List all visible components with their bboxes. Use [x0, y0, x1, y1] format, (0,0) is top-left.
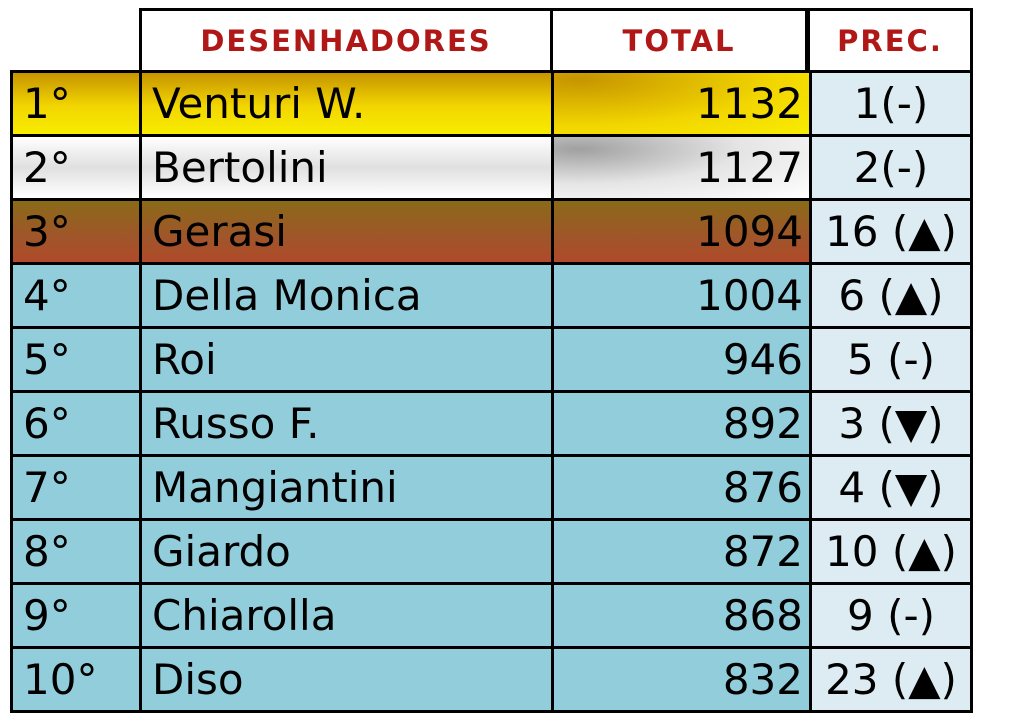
- name-cell: Chiarolla: [139, 582, 551, 646]
- name-cell: Diso: [139, 646, 551, 713]
- header-total: TOTAL: [550, 8, 808, 71]
- name-cell: Mangiantini: [139, 454, 551, 518]
- prec-cell: 10 (▲): [809, 518, 973, 582]
- total-cell: 868: [551, 582, 809, 646]
- rank-cell: 3°: [10, 198, 139, 262]
- prec-cell: 23 (▲): [809, 646, 973, 713]
- table-row: 4° Della Monica 1004 6 (▲): [10, 262, 973, 326]
- table-row: 6° Russo F. 892 3 (▼): [10, 390, 973, 454]
- rank-cell: 7°: [10, 454, 139, 518]
- table-row: 5° Roi 946 5 (-): [10, 326, 973, 390]
- name-cell: Gerasi: [139, 198, 551, 262]
- table-row: 2° Bertolini 1127 2(-): [10, 134, 973, 198]
- ranking-table: 1° Venturi W. 1132 1(-) 2° Bertolini 1127 2(-) 3…: [10, 70, 973, 713]
- rank-cell: 8°: [10, 518, 139, 582]
- prec-cell: 5 (-): [809, 326, 973, 390]
- table-row: 1° Venturi W. 1132 1(-): [10, 70, 973, 134]
- table-row: 3° Gerasi 1094 16 (▲): [10, 198, 973, 262]
- rank-cell: 1°: [10, 70, 139, 134]
- header-prec: PREC.: [807, 8, 973, 71]
- total-cell: 832: [551, 646, 809, 713]
- total-cell: 1094: [551, 198, 809, 262]
- total-cell: 1127: [551, 134, 809, 198]
- prec-cell: 6 (▲): [809, 262, 973, 326]
- table-row: 7° Mangiantini 876 4 (▼): [10, 454, 973, 518]
- rank-cell: 2°: [10, 134, 139, 198]
- rank-cell: 10°: [10, 646, 139, 713]
- prec-cell: 3 (▼): [809, 390, 973, 454]
- prec-cell: 9 (-): [809, 582, 973, 646]
- table-row: 10° Diso 832 23 (▲): [10, 646, 973, 713]
- name-cell: Russo F.: [139, 390, 551, 454]
- rank-cell: 6°: [10, 390, 139, 454]
- rank-cell: 4°: [10, 262, 139, 326]
- total-cell: 1004: [551, 262, 809, 326]
- total-cell: 946: [551, 326, 809, 390]
- name-cell: Venturi W.: [139, 70, 551, 134]
- total-cell: 892: [551, 390, 809, 454]
- name-cell: Giardo: [139, 518, 551, 582]
- header-desenhadores: DESENHADORES: [139, 8, 553, 71]
- total-cell: 876: [551, 454, 809, 518]
- total-cell: 1132: [551, 70, 809, 134]
- table-row: 9° Chiarolla 868 9 (-): [10, 582, 973, 646]
- prec-cell: 16 (▲): [809, 198, 973, 262]
- name-cell: Della Monica: [139, 262, 551, 326]
- name-cell: Roi: [139, 326, 551, 390]
- prec-cell: 4 (▼): [809, 454, 973, 518]
- name-cell: Bertolini: [139, 134, 551, 198]
- rank-cell: 9°: [10, 582, 139, 646]
- prec-cell: 2(-): [809, 134, 973, 198]
- total-cell: 872: [551, 518, 809, 582]
- prec-cell: 1(-): [809, 70, 973, 134]
- rank-cell: 5°: [10, 326, 139, 390]
- table-row: 8° Giardo 872 10 (▲): [10, 518, 973, 582]
